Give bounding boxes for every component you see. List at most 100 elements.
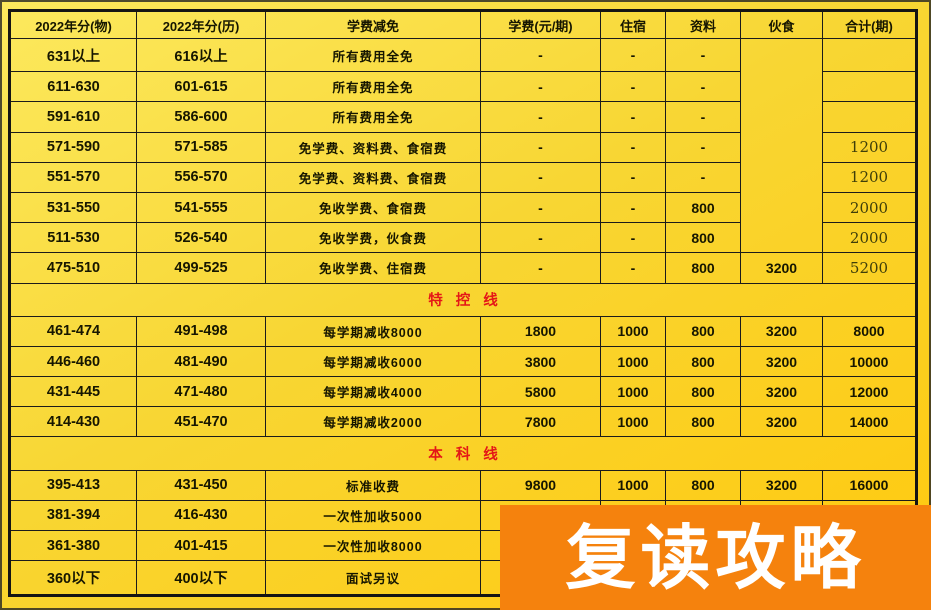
table-cell: 16000 bbox=[822, 469, 917, 501]
table-cell: 591-610 bbox=[9, 101, 137, 133]
table-cell: 499-525 bbox=[136, 252, 266, 284]
table-row: 531-550 541-555 免收学费、食宿费 - -800 2000 bbox=[9, 191, 917, 224]
table-cell: 一次性加收5000 bbox=[265, 499, 481, 532]
table-cell: 免学费、资料费、食宿费 bbox=[265, 131, 481, 163]
table-cell bbox=[740, 37, 823, 72]
table-cell: - bbox=[665, 71, 741, 103]
section-divider-row: 特控线 bbox=[9, 282, 917, 317]
table-row: 431-445 471-480 每学期减收4000 5800 1000 800 3200 12… bbox=[9, 376, 917, 408]
table-cell: - bbox=[600, 71, 666, 103]
table-cell: 491-498 bbox=[136, 315, 266, 347]
table-cell: 471-480 bbox=[136, 376, 266, 408]
table-cell: - bbox=[480, 191, 601, 224]
table-cell: 1000 bbox=[600, 315, 666, 347]
table-cell: 800 bbox=[665, 376, 741, 408]
table-cell: 1000 bbox=[600, 406, 666, 438]
table-row: 475-510 499-525 免收学费、住宿费 - -800 3200 5200 bbox=[9, 252, 917, 284]
column-header: 学费(元/期) bbox=[480, 10, 601, 39]
table-cell: 标准收费 bbox=[265, 469, 481, 501]
table-cell: 800 bbox=[665, 222, 741, 254]
table-cell: 所有费用全免 bbox=[265, 71, 481, 103]
column-header: 资料 bbox=[665, 10, 741, 39]
table-header: 2022年分(物) 2022年分(历) 学费减免 学费(元/期) 住宿 资料 伙食 合计(期) bbox=[9, 10, 917, 39]
table-cell: 每学期减收2000 bbox=[265, 406, 481, 438]
header-row: 2022年分(物) 2022年分(历) 学费减免 学费(元/期) 住宿 资料 伙食 合计(期) bbox=[9, 10, 917, 39]
table-cell: 免收学费，伙食费 bbox=[265, 222, 481, 254]
table-row: 461-474 491-498 每学期减收8000 1800 1000 800 3200 80… bbox=[9, 315, 917, 347]
table-cell: 所有费用全免 bbox=[265, 37, 481, 73]
table-cell: 586-600 bbox=[136, 101, 266, 133]
table-cell: 免收学费、食宿费 bbox=[265, 191, 481, 224]
column-header: 学费减免 bbox=[265, 10, 481, 39]
table-cell bbox=[740, 71, 823, 102]
table-cell: 800 bbox=[665, 315, 741, 347]
table-cell: 1000 bbox=[600, 345, 666, 378]
table-cell: 400以下 bbox=[136, 560, 266, 596]
table-cell: - bbox=[665, 161, 741, 193]
table-cell: - bbox=[480, 161, 601, 193]
table-cell: 526-540 bbox=[136, 222, 266, 254]
table-cell: 1000 bbox=[600, 376, 666, 408]
table-cell: - bbox=[665, 131, 741, 163]
table-cell: - bbox=[480, 222, 601, 254]
table-cell bbox=[740, 192, 823, 223]
table-cell: 12000 bbox=[822, 376, 917, 408]
table-row: 511-530 526-540 免收学费，伙食费 - -800 2000 bbox=[9, 222, 917, 254]
table-cell: 401-415 bbox=[136, 530, 266, 562]
table-cell: 800 bbox=[665, 252, 741, 284]
table-cell: 461-474 bbox=[9, 315, 137, 347]
table-cell: 431-445 bbox=[9, 376, 137, 408]
section-divider-label: 特控线 bbox=[9, 282, 917, 317]
table-cell: 5800 bbox=[480, 376, 601, 408]
table-cell: 每学期减收6000 bbox=[265, 345, 481, 378]
table-cell: 2000 bbox=[822, 222, 917, 254]
table-cell: 3200 bbox=[740, 252, 823, 284]
table-cell: 446-460 bbox=[9, 345, 137, 378]
table-row: 395-413 431-450 标准收费 9800 1000 800 3200 16000 bbox=[9, 469, 917, 501]
table-cell: 每学期减收4000 bbox=[265, 376, 481, 408]
table-cell: 551-570 bbox=[9, 161, 137, 193]
table-cell: 451-470 bbox=[136, 406, 266, 438]
table-cell bbox=[822, 37, 917, 73]
table-cell: - bbox=[480, 252, 601, 284]
table-cell: 571-590 bbox=[9, 131, 137, 163]
table-cell: 14000 bbox=[822, 406, 917, 438]
table-cell: 601-615 bbox=[136, 71, 266, 103]
table-cell bbox=[822, 101, 917, 133]
table-cell: - bbox=[600, 252, 666, 284]
table-cell: 800 bbox=[665, 191, 741, 224]
promo-banner-label: 复读攻略 bbox=[565, 518, 866, 597]
table-cell: 9800 bbox=[480, 469, 601, 501]
table-cell: 5200 bbox=[822, 252, 917, 284]
table-cell bbox=[822, 71, 917, 103]
table-cell: 475-510 bbox=[9, 252, 137, 284]
table-cell: 616以上 bbox=[136, 37, 266, 73]
table-cell: 361-380 bbox=[9, 530, 137, 562]
table-cell: 416-430 bbox=[136, 499, 266, 532]
table-cell: 3200 bbox=[740, 406, 823, 438]
fee-table: 2022年分(物) 2022年分(历) 学费减免 学费(元/期) 住宿 资料 伙食 合计(期)… bbox=[8, 9, 918, 597]
table-cell: 3200 bbox=[740, 345, 823, 378]
table-cell bbox=[740, 101, 823, 133]
table-cell: 8000 bbox=[822, 315, 917, 347]
table-cell: - bbox=[600, 37, 666, 73]
table-cell: 3200 bbox=[740, 469, 823, 501]
column-header: 住宿 bbox=[600, 10, 666, 39]
table-cell: 541-555 bbox=[136, 191, 266, 224]
table-cell: - bbox=[600, 222, 666, 254]
table-cell: 3800 bbox=[480, 345, 601, 378]
table-cell: 所有费用全免 bbox=[265, 101, 481, 133]
table-cell: 3200 bbox=[740, 376, 823, 408]
table-cell bbox=[740, 222, 823, 254]
section-divider-row: 本科线 bbox=[9, 436, 917, 471]
table-cell: - bbox=[480, 131, 601, 163]
table-row: 611-630 601-615 所有费用全免 - - - bbox=[9, 71, 917, 103]
table-cell: 800 bbox=[665, 406, 741, 438]
table-cell: 2000 bbox=[822, 191, 917, 224]
table-cell: - bbox=[665, 101, 741, 133]
table-cell: 481-490 bbox=[136, 345, 266, 378]
table-cell: - bbox=[600, 191, 666, 224]
table-cell: - bbox=[600, 101, 666, 133]
table-cell: - bbox=[480, 37, 601, 73]
column-header: 合计(期) bbox=[822, 10, 917, 39]
